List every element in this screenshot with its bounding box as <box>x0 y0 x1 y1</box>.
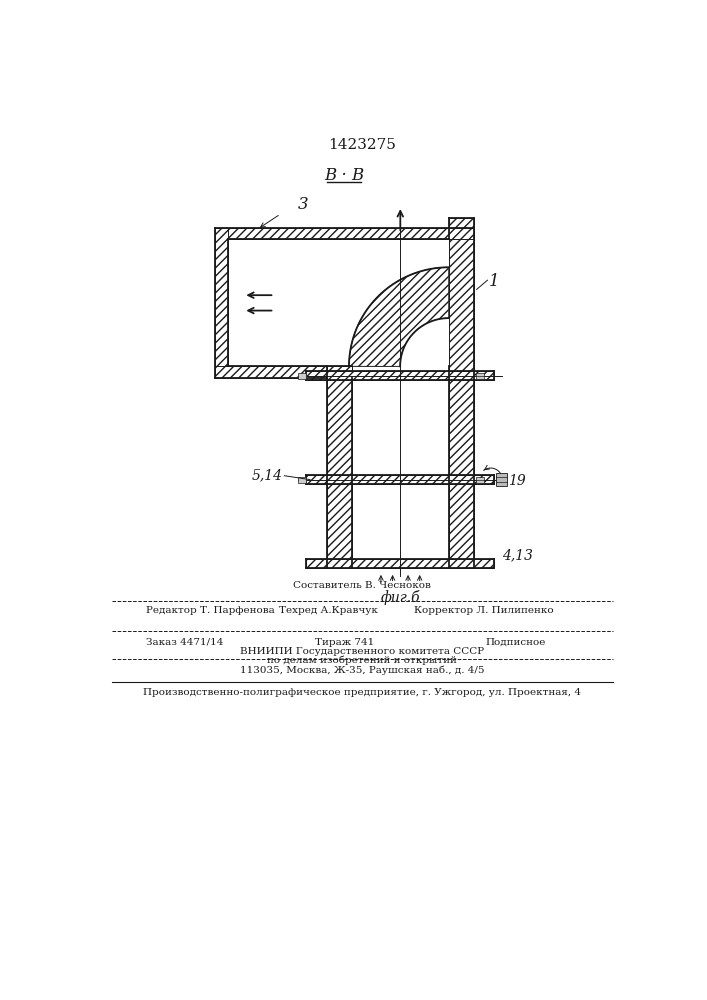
Text: Производственно-полиграфическое предприятие, г. Ужгород, ул. Проектная, 4: Производственно-полиграфическое предприя… <box>143 688 581 697</box>
Text: Корректор Л. Пилипенко: Корректор Л. Пилипенко <box>414 606 554 615</box>
Text: Редактор Т. Парфенова: Редактор Т. Парфенова <box>146 606 275 615</box>
Bar <box>476 477 484 483</box>
Polygon shape <box>349 267 449 366</box>
Text: 113035, Москва, Ж-35, Раушская наб., д. 4/5: 113035, Москва, Ж-35, Раушская наб., д. … <box>240 665 484 675</box>
Text: Тираж 741: Тираж 741 <box>315 638 374 647</box>
Bar <box>215 228 474 239</box>
Text: 1: 1 <box>489 273 500 290</box>
Text: 1423275: 1423275 <box>328 138 396 152</box>
Bar <box>215 366 352 378</box>
Bar <box>215 228 228 378</box>
Bar <box>306 475 494 484</box>
Text: по делам изобретений и открытий: по делам изобретений и открытий <box>267 656 457 665</box>
Text: Составитель В. Чесноков: Составитель В. Чесноков <box>293 581 431 590</box>
Text: Подписное: Подписное <box>485 638 546 647</box>
Bar <box>476 373 484 379</box>
Text: 3: 3 <box>298 196 308 213</box>
Bar <box>496 473 507 486</box>
Bar <box>298 373 306 379</box>
Text: Заказ 4471/14: Заказ 4471/14 <box>146 638 224 647</box>
Bar <box>352 359 449 559</box>
Text: 19: 19 <box>508 474 526 488</box>
Bar <box>306 371 494 380</box>
Text: фиг.б: фиг.б <box>380 590 420 605</box>
Text: 4,13: 4,13 <box>502 548 533 562</box>
Bar <box>327 366 352 568</box>
Text: ВНИИПИ Государственного комитета СССР: ВНИИПИ Государственного комитета СССР <box>240 647 484 656</box>
Polygon shape <box>400 318 449 366</box>
Text: Техред А.Кравчук: Техред А.Кравчук <box>279 606 378 615</box>
Bar <box>449 218 474 568</box>
Text: B · B: B · B <box>324 167 364 184</box>
Bar <box>298 477 306 483</box>
Bar <box>306 559 494 568</box>
Text: 5,14: 5,14 <box>252 469 283 483</box>
